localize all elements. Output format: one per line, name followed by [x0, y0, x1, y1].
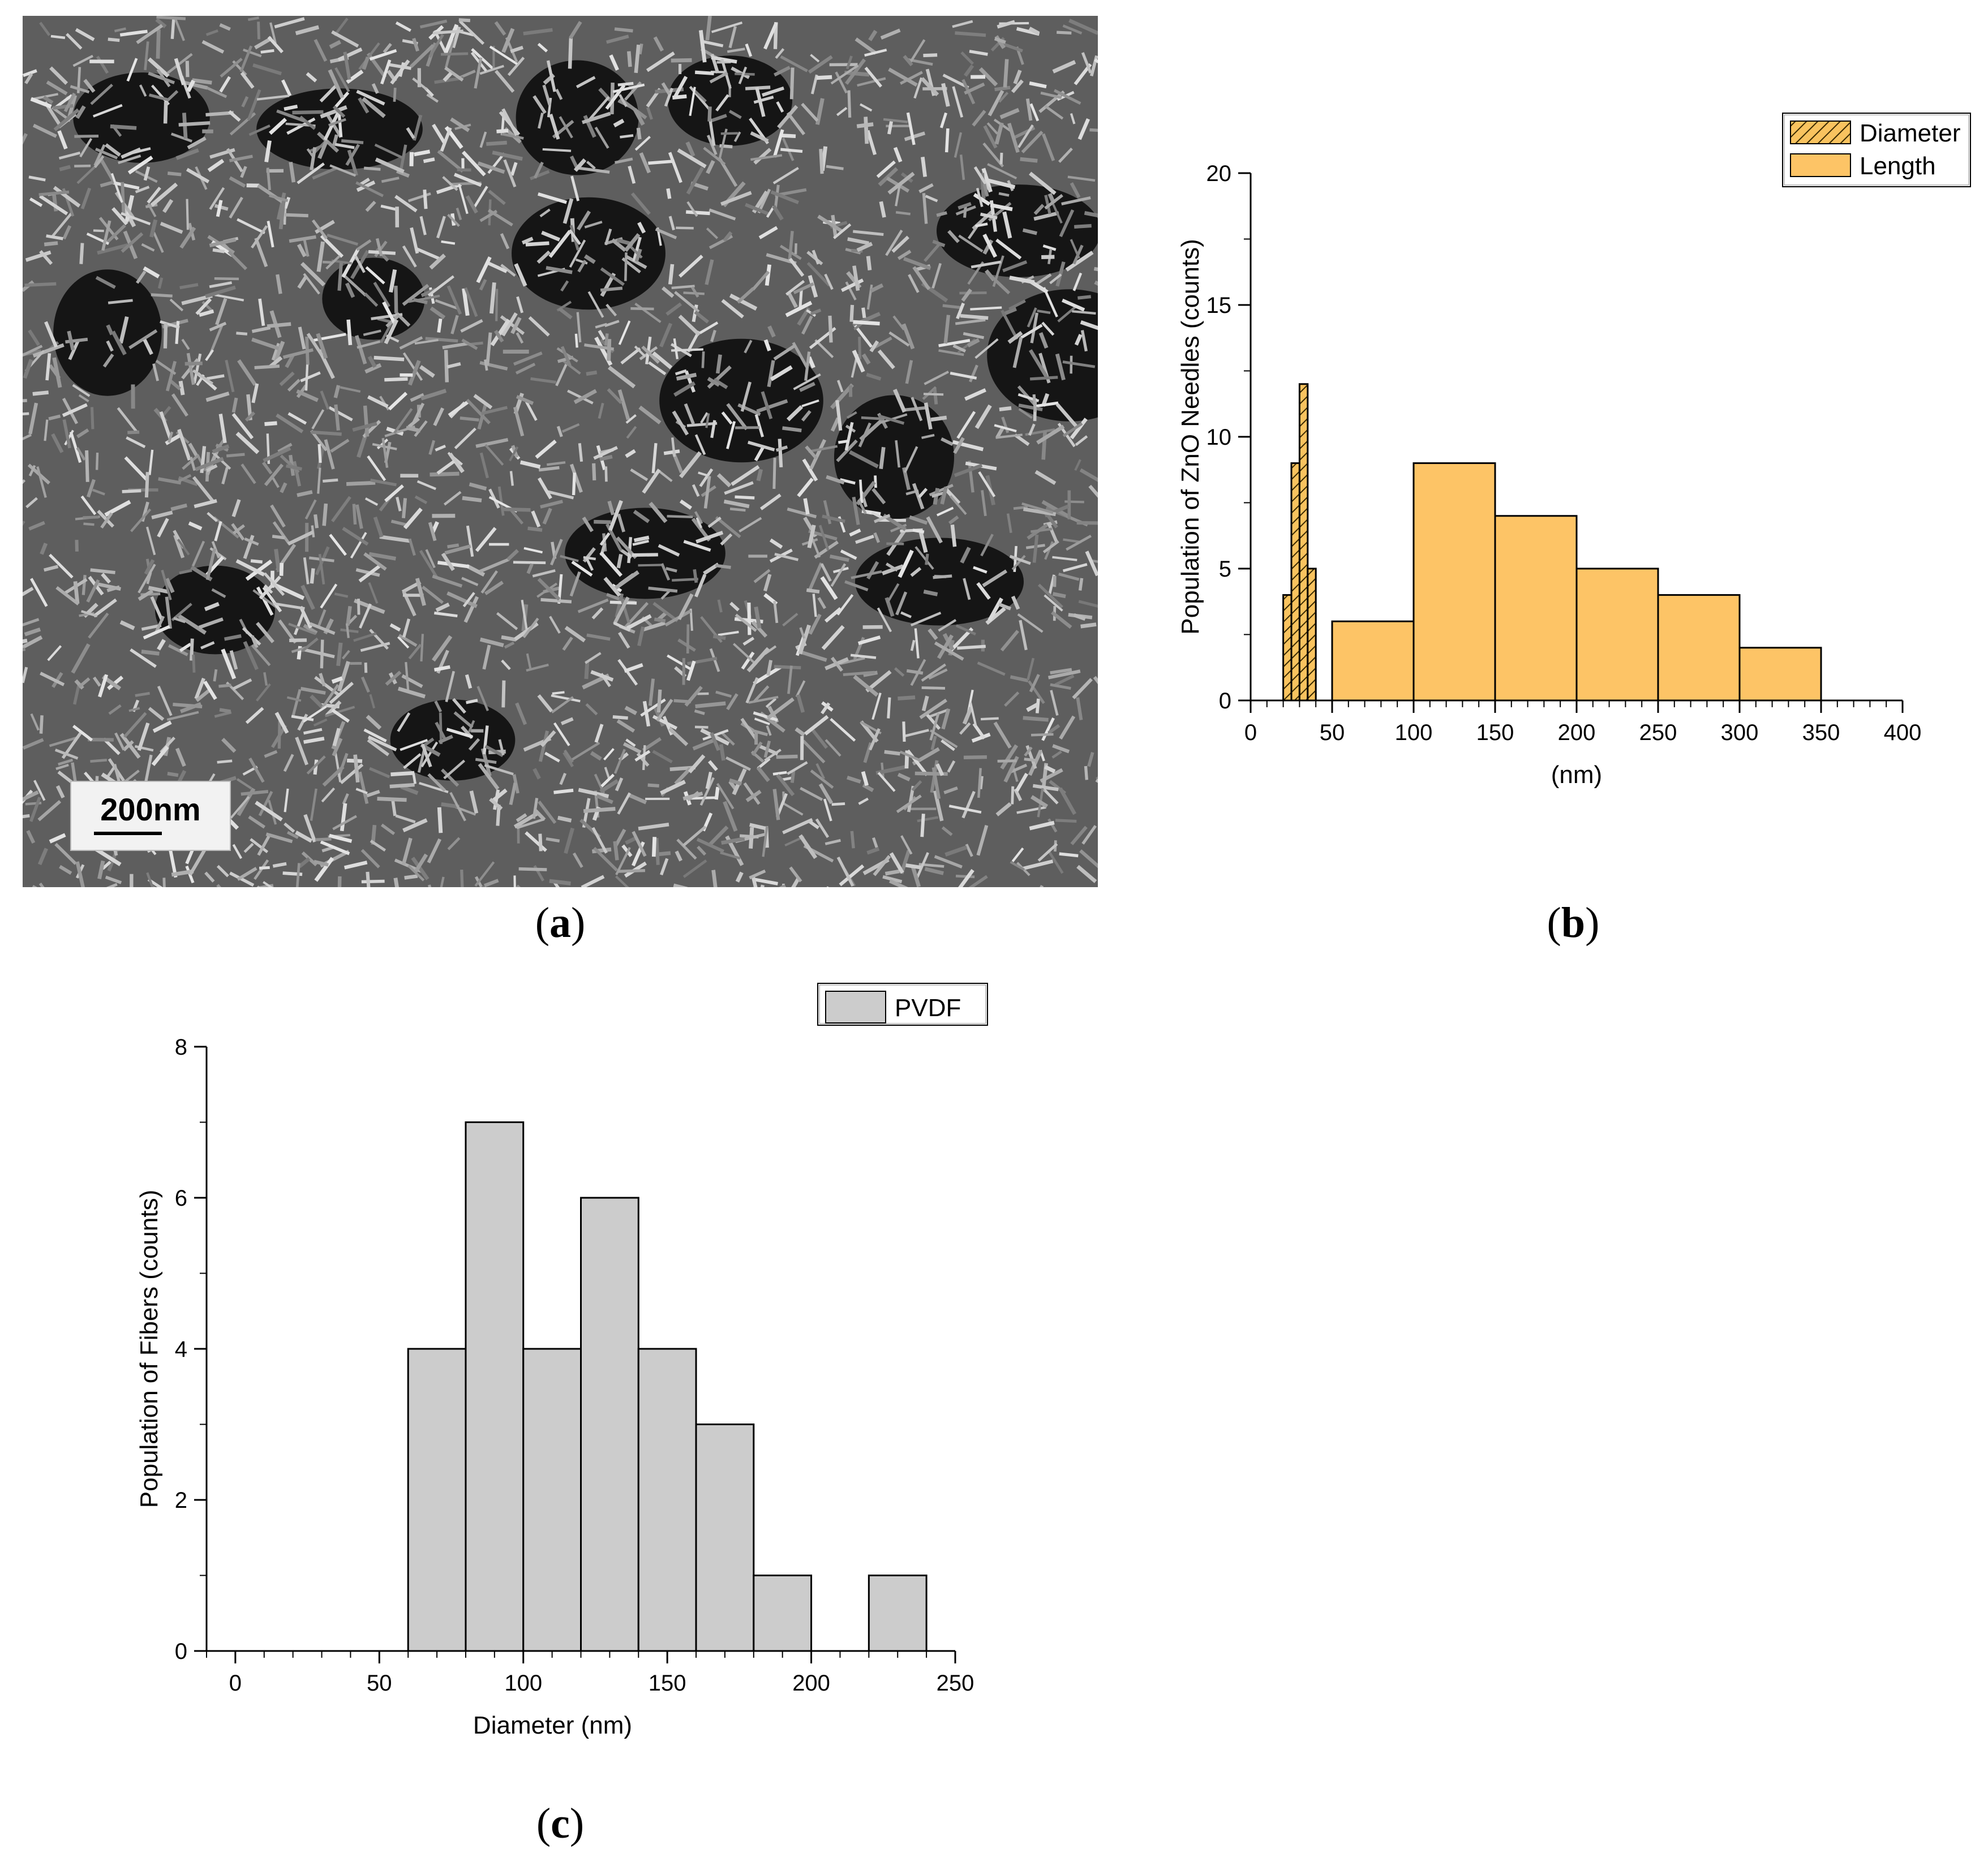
x-tick-label: 50	[367, 1671, 392, 1696]
legend: PVDF	[817, 983, 988, 1026]
x-tick-label: 150	[1476, 720, 1514, 745]
x-tick-label: 250	[937, 1671, 974, 1696]
legend-swatch	[1790, 153, 1851, 177]
sem-pore	[155, 565, 275, 655]
legend-label: Length	[1860, 152, 1936, 180]
histogram-bar	[522, 1348, 582, 1652]
bars-group	[407, 1121, 928, 1652]
legend-inner-border	[1784, 114, 1969, 186]
histogram-bar	[1412, 462, 1496, 702]
scale-bar-line	[94, 832, 162, 835]
y-tick-label: 6	[175, 1186, 187, 1211]
x-tick-label: 200	[792, 1671, 830, 1696]
axes-group: 0 50 100 150 200 250 0 2 4 6 8 Diameter (nm) Populat…	[135, 1035, 974, 1739]
histogram-bar	[753, 1575, 813, 1652]
sem-needles	[23, 16, 1098, 887]
x-tick-label: 0	[1244, 720, 1257, 745]
scale-bar: 200nm	[70, 781, 231, 851]
scale-bar-label: 200nm	[100, 792, 201, 827]
histogram-bar	[1657, 594, 1741, 702]
panel-label-a: (a)	[535, 899, 586, 947]
histogram-bar	[465, 1121, 525, 1652]
y-tick-label: 10	[1206, 425, 1232, 450]
x-axis-label: (nm)	[1551, 761, 1602, 789]
x-tick-label: 50	[1320, 720, 1345, 745]
x-tick-label: 350	[1802, 720, 1840, 745]
legend-label: Diameter	[1860, 119, 1961, 147]
x-tick-label: 0	[229, 1671, 242, 1696]
histogram-bar	[695, 1424, 755, 1652]
y-tick-label: 5	[1219, 557, 1231, 582]
legend-swatch	[1790, 121, 1851, 144]
sem-pore	[855, 537, 1024, 626]
panel-label-b: (b)	[1547, 899, 1600, 947]
sem-pore	[659, 338, 823, 463]
bars-group	[1282, 383, 1822, 702]
x-tick-label: 150	[649, 1671, 686, 1696]
y-tick-label: 8	[175, 1035, 187, 1060]
histogram-bar	[1331, 620, 1415, 702]
histogram-bar	[868, 1575, 928, 1652]
sem-pore	[937, 184, 1098, 277]
sem-texture	[23, 16, 1098, 887]
sem-pore	[512, 197, 665, 310]
panel-label-c: (c)	[536, 1800, 585, 1847]
x-tick-label: 400	[1884, 720, 1922, 745]
y-tick-label: 0	[175, 1639, 187, 1664]
x-tick-label: 100	[504, 1671, 542, 1696]
histogram-bar	[637, 1348, 697, 1652]
legend-swatch	[825, 991, 886, 1024]
y-axis-label: Population of ZnO Needles (counts)	[1177, 239, 1204, 635]
histogram-bar	[1575, 567, 1659, 702]
x-tick-label: 250	[1639, 720, 1677, 745]
sem-pore	[73, 72, 210, 163]
y-tick-label: 0	[1219, 689, 1231, 713]
y-tick-label: 15	[1206, 293, 1232, 318]
legend: Diameter Length	[1782, 113, 1971, 187]
sem-pore	[987, 289, 1098, 422]
histogram-bar	[580, 1197, 639, 1652]
axes-group: 0 50 100 150 200 250 300 350 400 0 5 10 15 20 (nm) Popu…	[1177, 161, 1921, 789]
sem-pore	[668, 55, 792, 146]
legend-inner-border	[819, 984, 986, 1024]
x-tick-label: 300	[1721, 720, 1759, 745]
y-tick-label: 20	[1206, 161, 1232, 186]
legend-label: PVDF	[895, 994, 961, 1022]
x-tick-label: 200	[1558, 720, 1596, 745]
x-axis-label: Diameter (nm)	[473, 1712, 632, 1739]
histogram-bar	[407, 1348, 467, 1652]
sem-pore	[834, 395, 955, 519]
y-tick-label: 2	[175, 1488, 187, 1513]
y-tick-label: 4	[175, 1337, 187, 1362]
sem-micrograph: 200nm	[23, 16, 1098, 887]
histogram-bar	[1738, 647, 1822, 702]
sem-pore	[53, 269, 162, 396]
x-tick-label: 100	[1395, 720, 1433, 745]
y-axis-label: Population of Fibers (counts)	[135, 1190, 163, 1508]
